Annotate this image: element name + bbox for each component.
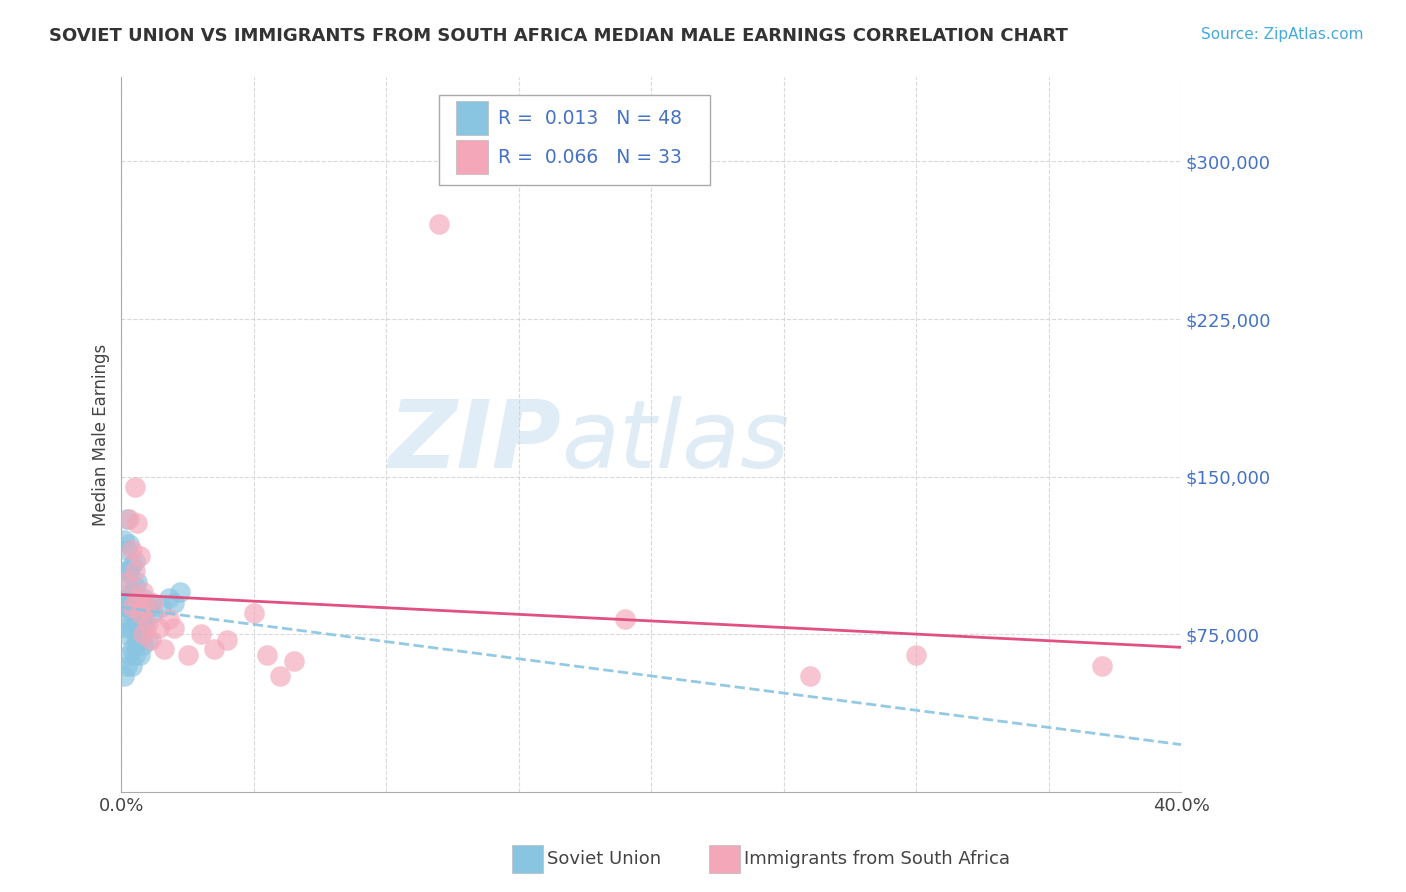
Point (131, 616, 153, 631)
Point (121, 606, 143, 620)
FancyBboxPatch shape (439, 95, 710, 185)
Point (129, 549, 152, 564)
Point (118, 599, 141, 614)
Point (169, 585, 191, 599)
Point (121, 599, 143, 614)
Point (905, 648, 928, 662)
Point (256, 648, 278, 662)
Point (127, 574, 149, 589)
Point (136, 616, 159, 631)
Text: R =  0.066   N = 33: R = 0.066 N = 33 (498, 147, 682, 167)
Point (134, 621, 156, 635)
Point (142, 596, 165, 610)
Point (121, 621, 143, 635)
Point (129, 648, 152, 662)
Point (115, 574, 138, 589)
Text: Source: ZipAtlas.com: Source: ZipAtlas.com (1201, 27, 1364, 42)
Point (115, 543, 138, 558)
Point (115, 621, 138, 635)
Point (127, 596, 149, 610)
Point (112, 533, 135, 547)
Point (124, 553, 146, 567)
Point (118, 612, 141, 626)
FancyBboxPatch shape (457, 140, 488, 174)
Point (217, 633, 239, 648)
Point (124, 480, 146, 494)
Point (118, 511, 141, 525)
Text: SOVIET UNION VS IMMIGRANTS FROM SOUTH AFRICA MEDIAN MALE EARNINGS CORRELATION CH: SOVIET UNION VS IMMIGRANTS FROM SOUTH AF… (49, 27, 1069, 45)
Point (163, 621, 186, 635)
Point (153, 641, 176, 656)
Point (134, 599, 156, 614)
Text: atlas: atlas (561, 396, 789, 487)
Point (202, 641, 225, 656)
Y-axis label: Median Male Earnings: Median Male Earnings (93, 343, 110, 525)
Point (112, 596, 135, 610)
Point (121, 658, 143, 673)
Point (131, 591, 153, 606)
Point (127, 591, 149, 606)
Point (163, 596, 186, 610)
Point (121, 543, 143, 558)
Point (269, 669, 291, 683)
Point (118, 537, 141, 551)
Point (142, 606, 165, 620)
Point (118, 591, 141, 606)
Text: Soviet Union: Soviet Union (547, 850, 661, 868)
Point (136, 633, 159, 648)
Point (150, 599, 173, 614)
Point (799, 669, 821, 683)
Point (139, 633, 162, 648)
Point (176, 648, 198, 662)
Point (1091, 658, 1114, 673)
Point (131, 627, 153, 641)
Point (124, 648, 146, 662)
FancyBboxPatch shape (457, 102, 488, 135)
Point (129, 599, 152, 614)
Point (157, 612, 180, 626)
Point (124, 638, 146, 652)
Point (121, 558, 143, 572)
Point (124, 599, 146, 614)
Point (131, 585, 153, 599)
Point (115, 599, 138, 614)
Point (134, 606, 156, 620)
Point (157, 591, 180, 606)
Point (283, 655, 305, 669)
Point (124, 579, 146, 593)
Point (136, 599, 159, 614)
Point (124, 564, 146, 578)
Point (115, 658, 138, 673)
Point (148, 621, 170, 635)
Point (139, 596, 162, 610)
Point (243, 606, 266, 620)
Point (115, 574, 138, 589)
Text: ZIP: ZIP (388, 396, 561, 488)
Point (427, 218, 450, 232)
Text: R =  0.013   N = 48: R = 0.013 N = 48 (498, 109, 682, 128)
Point (115, 511, 138, 525)
Point (121, 641, 143, 656)
Point (112, 564, 135, 578)
Point (118, 648, 141, 662)
Text: Immigrants from South Africa: Immigrants from South Africa (744, 850, 1010, 868)
Point (129, 606, 152, 620)
Point (129, 627, 152, 641)
Point (131, 638, 153, 652)
Point (121, 585, 143, 599)
Point (127, 633, 149, 648)
Point (127, 516, 149, 530)
Point (124, 616, 146, 631)
Point (112, 627, 135, 641)
Point (118, 564, 141, 578)
Point (112, 669, 135, 683)
Point (190, 627, 212, 641)
Point (613, 612, 636, 626)
